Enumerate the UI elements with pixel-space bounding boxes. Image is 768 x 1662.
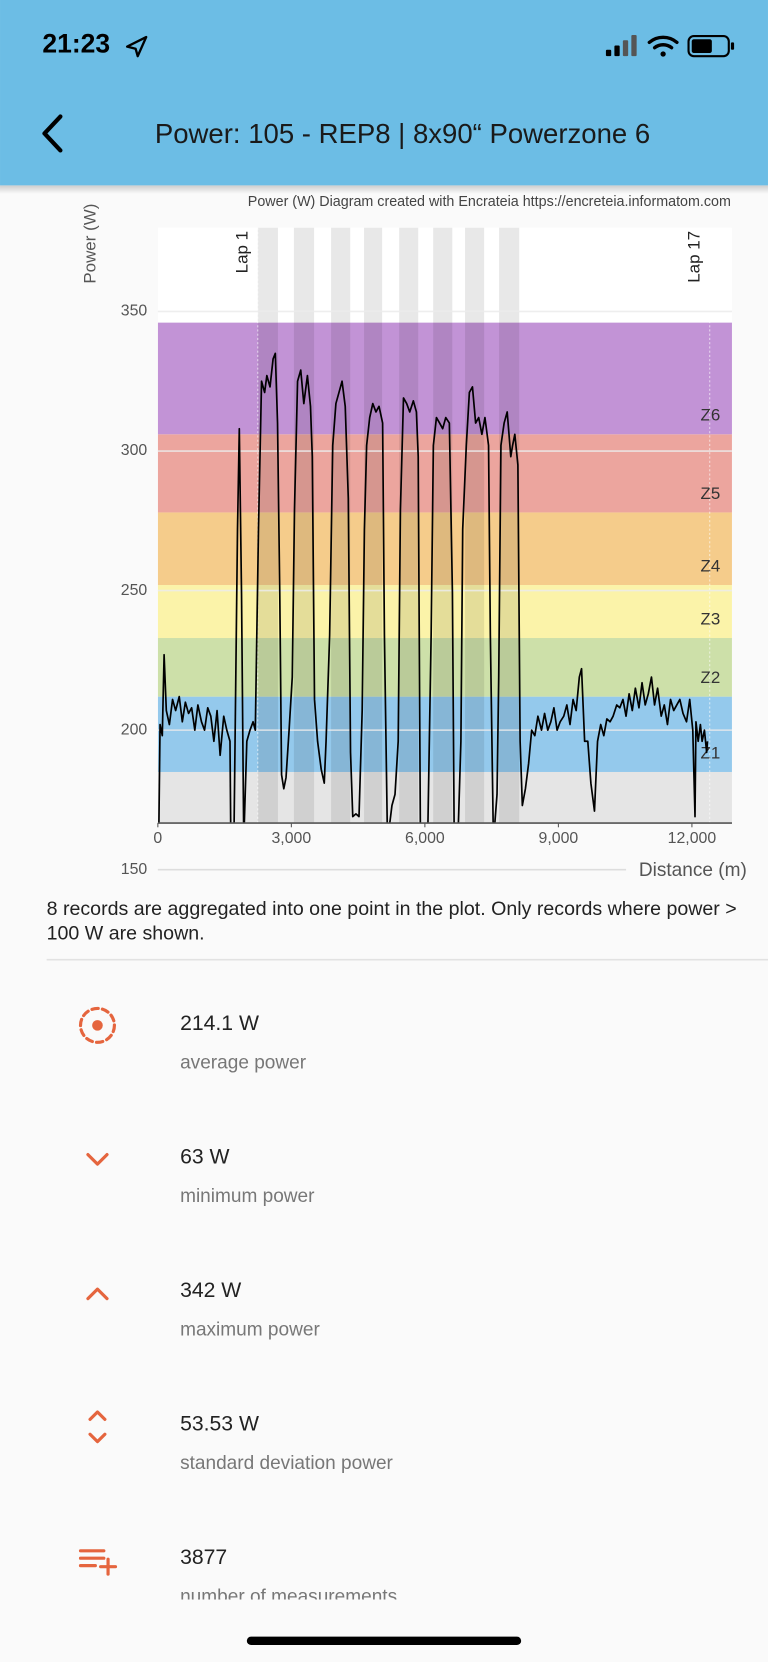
stat-value: 342 W <box>180 1279 241 1302</box>
lap-band <box>399 227 419 824</box>
header-shadow <box>0 185 768 194</box>
stat-label: average power <box>180 1053 307 1074</box>
lap-label: Lap 17 <box>684 231 703 283</box>
home-indicator <box>246 1636 522 1646</box>
x-tick-label: 9,000 <box>539 830 579 847</box>
app-bar <box>0 0 768 186</box>
stat-value: 214.1 W <box>180 1012 259 1035</box>
count-icon <box>78 1549 118 1576</box>
y-axis-label: Power (W) <box>81 204 100 284</box>
stat-item[interactable]: 214.1 W average power <box>78 1006 307 1074</box>
power-zone <box>157 322 732 435</box>
chart-title: Power (W) Diagram created with Encrateia… <box>248 194 731 210</box>
zone-label: Z2 <box>701 668 721 687</box>
lap-band <box>364 227 383 824</box>
x-tick-label: 0 <box>153 830 162 847</box>
lap-band <box>499 227 520 824</box>
power-chart: Power (W) Diagram created with Encrateia… <box>81 194 747 881</box>
zone-label: Z4 <box>701 556 721 575</box>
power-zone <box>157 434 732 513</box>
power-zone <box>157 512 732 585</box>
x-axis-label: Distance (m) <box>639 860 747 881</box>
grid <box>157 310 732 871</box>
note: 8 records are aggregated into one point … <box>46 897 737 944</box>
x-tick-label: 3,000 <box>271 830 311 847</box>
stat-item[interactable]: 53.53 W standard deviation power <box>88 1410 394 1474</box>
y-tick-label: 350 <box>121 303 148 320</box>
x-tick-label: 6,000 <box>405 830 445 847</box>
page-title: Power: 105 - REP8 | 8x90“ Powerzone 6 <box>155 118 650 149</box>
stat-item[interactable]: 63 W minimum power <box>86 1145 315 1207</box>
power-zone <box>157 584 732 639</box>
stat-value: 63 W <box>180 1145 229 1168</box>
zone-label: Z1 <box>701 743 721 762</box>
stat-label: minimum power <box>180 1186 315 1207</box>
deviation-icon-up <box>88 1410 107 1422</box>
note-box: 8 records are aggregated into one point … <box>46 897 737 944</box>
back-button[interactable] <box>42 114 63 153</box>
signal-icon <box>605 34 637 57</box>
average-icon <box>78 1006 117 1044</box>
y-tick-label: 150 <box>121 861 148 878</box>
minimum-icon <box>86 1153 109 1166</box>
ticks: Lap 1 Lap 17 150 200 250 300 350 0 3,000 6,000 9,0… <box>121 231 717 878</box>
deviation-icon-down <box>88 1432 107 1444</box>
wifi-icon <box>647 35 679 57</box>
zones: Z1 Z2 Z3 Z4 Z5 Z6 <box>157 322 732 824</box>
power-zone <box>157 771 732 824</box>
lap-band <box>331 227 351 824</box>
lap-band <box>257 227 278 824</box>
average-icon-dot <box>92 1020 103 1031</box>
y-tick-label: 250 <box>121 582 148 599</box>
status-time: 21:23 <box>42 29 110 59</box>
power-zone <box>157 638 732 697</box>
lap-band <box>433 227 453 824</box>
lap-label: Lap 1 <box>232 231 251 273</box>
stats-list: 214.1 W average power 63 W minimum power… <box>78 1006 398 1608</box>
stat-value: 3877 <box>180 1546 227 1569</box>
stat-item[interactable]: 342 W maximum power <box>86 1279 321 1341</box>
lap-band <box>465 227 485 824</box>
stat-item[interactable]: 3877 number of measurements <box>78 1546 398 1608</box>
power-zone <box>157 696 732 772</box>
stat-label: standard deviation power <box>180 1453 393 1474</box>
y-tick-label: 200 <box>121 721 148 738</box>
stat-label: maximum power <box>180 1319 320 1340</box>
zone-label: Z6 <box>701 406 721 425</box>
x-tick-label: 12,000 <box>668 830 717 847</box>
lap-band <box>293 227 315 824</box>
maximum-icon <box>86 1287 109 1301</box>
stat-value: 53.53 W <box>180 1412 259 1435</box>
battery-icon <box>687 34 735 58</box>
trace <box>158 352 709 824</box>
location-icon <box>125 35 148 58</box>
zone-label: Z3 <box>701 609 721 628</box>
stat-label: number of measurements <box>180 1586 397 1607</box>
y-tick-label: 300 <box>121 442 148 459</box>
zone-label: Z5 <box>701 484 721 503</box>
power-line <box>158 352 709 824</box>
